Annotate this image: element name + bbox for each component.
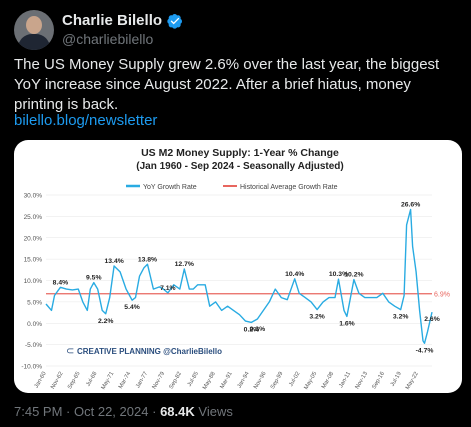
chart-legend: YoY Growth Rate Historical Average Growt… bbox=[126, 184, 338, 191]
chart-gridlines bbox=[46, 194, 432, 367]
views-count: 68.4K bbox=[160, 404, 195, 419]
money-supply-chart: US M2 Money Supply: 1-Year % Change (Jan… bbox=[21, 147, 450, 391]
x-tick-label: Mar-08 bbox=[321, 371, 335, 390]
x-tick-label: Jul-85 bbox=[187, 371, 200, 388]
x-tick-label: May-22 bbox=[405, 371, 420, 391]
tweet-date[interactable]: Oct 22, 2024 bbox=[74, 404, 149, 419]
data-label: 9.5% bbox=[86, 275, 102, 282]
watermark-text: CREATIVE PLANNING @CharlieBilello bbox=[77, 347, 222, 356]
data-label: 2.2% bbox=[98, 318, 114, 325]
data-label: 8.4% bbox=[53, 279, 69, 286]
tweet-meta: 7:45 PM · Oct 22, 2024 · 68.4K Views bbox=[14, 404, 233, 419]
y-tick-label: 5.0% bbox=[27, 299, 42, 306]
x-tick-label: May-88 bbox=[202, 371, 217, 391]
chart-watermark: ⊂ CREATIVE PLANNING @CharlieBilello bbox=[66, 346, 222, 357]
data-label: 26.6% bbox=[401, 202, 420, 209]
newsletter-link[interactable]: bilello.blog/newsletter bbox=[14, 112, 158, 129]
y-tick-label: 10.0% bbox=[24, 278, 43, 285]
y-tick-label: 25.0% bbox=[24, 214, 43, 221]
data-label: 5.4% bbox=[124, 304, 140, 311]
data-label: 0.3% bbox=[250, 326, 266, 333]
y-tick-label: 15.0% bbox=[24, 257, 43, 264]
x-tick-label: Sep-99 bbox=[270, 371, 285, 390]
chart-title: US M2 Money Supply: 1-Year % Change bbox=[141, 147, 339, 159]
x-tick-label: Nov-96 bbox=[253, 371, 268, 390]
data-label: 13.8% bbox=[138, 256, 157, 263]
x-tick-label: May-71 bbox=[101, 371, 116, 391]
x-tick-label: Jul-68 bbox=[85, 371, 98, 388]
data-label: -4.7% bbox=[416, 347, 434, 354]
y-tick-label: 0.0% bbox=[27, 321, 42, 328]
x-tick-label: Sep-16 bbox=[371, 371, 386, 390]
x-axis-ticks: Jan-60 Nov-62 Sep-65 Jul-68 May-71 Mar-74 Jan-… bbox=[34, 370, 420, 390]
x-tick-label: Nov-79 bbox=[152, 371, 167, 390]
chart-card[interactable]: US M2 Money Supply: 1-Year % Change (Jan… bbox=[14, 140, 462, 393]
author-handle[interactable]: @charliebilello bbox=[62, 31, 154, 47]
avatar[interactable] bbox=[14, 10, 54, 50]
x-tick-label: Jan-11 bbox=[338, 371, 352, 389]
data-label: 2.6% bbox=[424, 316, 440, 323]
legend-label-yoy: YoY Growth Rate bbox=[143, 184, 197, 191]
data-label: 10.3% bbox=[329, 271, 348, 278]
author-name[interactable]: Charlie Bilello bbox=[62, 12, 163, 29]
data-label: 10.4% bbox=[285, 271, 304, 278]
data-label: 3.2% bbox=[393, 314, 409, 321]
y-axis-ticks: -10.0% -5.0% 0.0% 5.0% 10.0% 15.0% 20.0% 25.0% 3… bbox=[21, 193, 42, 371]
data-label: 10.2% bbox=[344, 272, 363, 279]
views-label: Views bbox=[198, 404, 233, 419]
x-tick-label: Nov-62 bbox=[50, 371, 65, 390]
x-tick-label: Mar-91 bbox=[219, 371, 233, 390]
meta-separator: · bbox=[66, 404, 71, 419]
legend-label-average: Historical Average Growth Rate bbox=[240, 184, 338, 191]
x-tick-label: Jul-02 bbox=[288, 371, 301, 388]
tweet-text: The US Money Supply grew 2.6% over the l… bbox=[14, 56, 440, 113]
y-tick-label: -5.0% bbox=[25, 342, 42, 349]
data-labels: 8.4% 9.5% 2.2% 13.4% 5.4% 13.8% 7.1% 12.7% 0.2%0… bbox=[53, 202, 440, 355]
x-tick-label: May-05 bbox=[303, 371, 318, 391]
x-tick-label: Jan-77 bbox=[135, 371, 149, 389]
average-label: 6.9% bbox=[434, 291, 450, 298]
meta-separator-2: · bbox=[152, 404, 157, 419]
y-tick-label: 30.0% bbox=[24, 193, 43, 200]
author-name-row[interactable]: Charlie Bilello bbox=[62, 12, 183, 29]
data-label: 3.2% bbox=[309, 314, 325, 321]
series-line-yoy bbox=[45, 208, 433, 344]
data-label: 7.1% bbox=[160, 285, 176, 292]
verified-badge-icon bbox=[167, 13, 183, 29]
data-label: 13.4% bbox=[105, 258, 124, 265]
x-tick-label: Nov-13 bbox=[355, 371, 370, 390]
x-tick-label: Jan-60 bbox=[34, 371, 48, 389]
y-tick-label: 20.0% bbox=[24, 235, 43, 242]
y-tick-label: -10.0% bbox=[21, 364, 42, 371]
data-label: 12.7% bbox=[175, 261, 194, 268]
x-tick-label: Jan-94 bbox=[237, 370, 251, 389]
x-tick-label: Sep-82 bbox=[168, 371, 183, 390]
chart-subtitle: (Jan 1960 - Sep 2024 - Seasonally Adjust… bbox=[136, 161, 344, 172]
x-tick-label: Mar-74 bbox=[118, 370, 133, 390]
watermark-logo-icon: ⊂ bbox=[66, 346, 74, 357]
data-label: 0.2% bbox=[244, 326, 259, 333]
x-tick-label: Sep-65 bbox=[67, 371, 82, 390]
tweet-time[interactable]: 7:45 PM bbox=[14, 404, 63, 419]
x-tick-label: Jul-19 bbox=[390, 371, 403, 388]
data-label: 1.6% bbox=[339, 320, 355, 327]
